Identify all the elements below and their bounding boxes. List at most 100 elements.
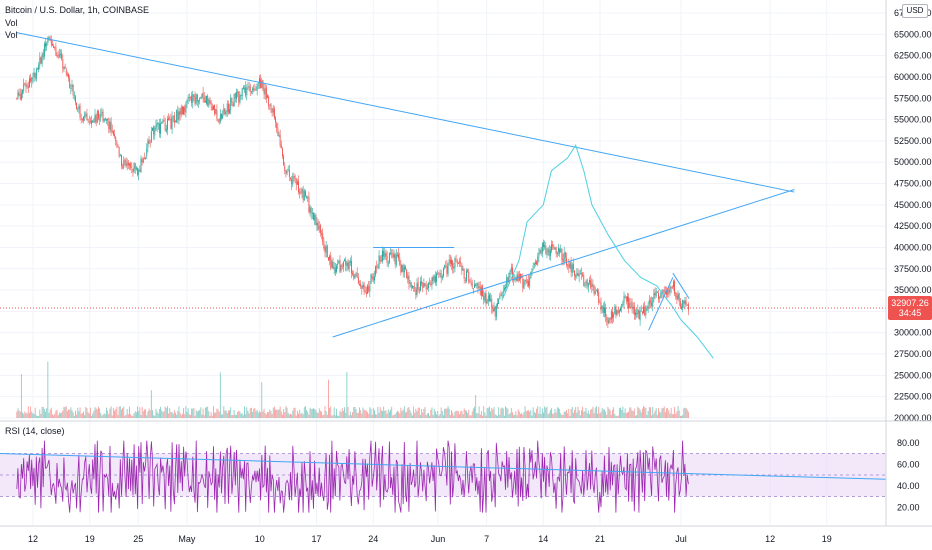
volume-bar [382, 411, 383, 418]
candle-body [432, 276, 434, 282]
candle-body [414, 287, 416, 289]
candle-body [600, 302, 602, 311]
volume-bar [153, 415, 155, 418]
volume-bar [421, 408, 423, 418]
volume-bar [648, 407, 650, 418]
volume-bar [464, 409, 466, 418]
volume-bar [440, 407, 442, 418]
candle-body [72, 84, 74, 96]
currency-badge[interactable]: USD [902, 4, 928, 18]
volume-bar [278, 409, 280, 418]
candle-body [448, 259, 450, 263]
rsi-indicator-label[interactable]: RSI (14, close) [5, 426, 65, 436]
volume-bar [669, 413, 671, 418]
volume-bar [233, 409, 235, 418]
candle-body [676, 295, 678, 300]
volume-bar [150, 390, 152, 418]
volume-bar [518, 411, 520, 418]
volume-bar [294, 407, 296, 418]
volume-bar [347, 406, 349, 418]
candle-body [77, 109, 79, 111]
volume-bar [286, 407, 288, 418]
volume-bar [494, 414, 496, 418]
candle-body [317, 222, 319, 231]
volume-bar [660, 412, 662, 418]
candle-body [387, 263, 389, 265]
volume-bar [196, 411, 198, 418]
volume-bar [362, 407, 364, 418]
volume-bar [47, 361, 49, 418]
candle-body [262, 80, 264, 90]
candle-body [585, 281, 587, 284]
volume-indicator-label-2[interactable]: Vol [5, 30, 18, 40]
volume-bar [50, 407, 52, 418]
volume-bar [115, 409, 117, 418]
candle-body [503, 287, 505, 290]
volume-bar [604, 409, 605, 418]
candle-body [553, 246, 555, 250]
candle-body [56, 55, 58, 57]
candle-body [134, 163, 136, 170]
volume-bar [569, 415, 571, 418]
candle-body [668, 290, 670, 294]
volume-bar [213, 406, 214, 418]
volume-bar [298, 413, 299, 418]
volume-bar [548, 412, 550, 418]
volume-bar [132, 415, 134, 418]
candle-body [110, 121, 112, 132]
volume-bar [650, 407, 651, 418]
candle-body [190, 96, 191, 98]
volume-bar [311, 408, 313, 418]
candle-body [502, 290, 504, 294]
candle-body [355, 273, 357, 275]
volume-bar [462, 414, 464, 418]
volume-bar [636, 415, 638, 418]
candle-body [176, 109, 178, 123]
volume-indicator-label-1[interactable]: Vol [5, 18, 18, 28]
candle-body [109, 122, 111, 130]
volume-bar [687, 411, 689, 418]
candle-body [666, 292, 667, 295]
candle-body [330, 255, 332, 268]
volume-bar [130, 414, 132, 418]
volume-bar [190, 414, 191, 418]
candle-body [477, 283, 479, 289]
volume-bar [280, 411, 282, 418]
volume-bar [490, 411, 492, 418]
candle-body [146, 148, 148, 157]
volume-bar [587, 410, 589, 418]
volume-bar [194, 415, 196, 418]
candle-body [129, 163, 130, 166]
volume-bar [584, 411, 586, 418]
volume-bar [263, 408, 265, 418]
candle-body [284, 165, 286, 171]
volume-bar [376, 414, 378, 418]
candle-body [587, 283, 589, 287]
candle-body [217, 119, 219, 121]
candle-body [655, 291, 657, 296]
candle-body [492, 308, 494, 313]
volume-bar [305, 406, 306, 418]
candle-body [641, 311, 643, 314]
price-axis-tick: 20000.00 [894, 413, 932, 423]
candle-body [621, 304, 623, 307]
volume-bar [683, 408, 685, 418]
candle-body [452, 260, 454, 269]
candle-body [23, 83, 25, 91]
volume-bar [316, 412, 318, 418]
volume-bar [291, 414, 293, 418]
volume-bar [300, 413, 302, 418]
volume-bar [342, 410, 344, 418]
volume-bar [241, 413, 243, 418]
candle-body [423, 282, 425, 288]
volume-bar [84, 415, 86, 418]
candle-body [554, 248, 556, 250]
volume-bar [331, 415, 333, 418]
candle-body [256, 83, 258, 91]
symbol-title[interactable]: Bitcoin / U.S. Dollar, 1h, COINBASE [5, 5, 150, 15]
candle-body [324, 247, 326, 253]
candle-body [34, 72, 36, 78]
volume-bar [219, 372, 221, 418]
volume-bar [567, 413, 569, 418]
